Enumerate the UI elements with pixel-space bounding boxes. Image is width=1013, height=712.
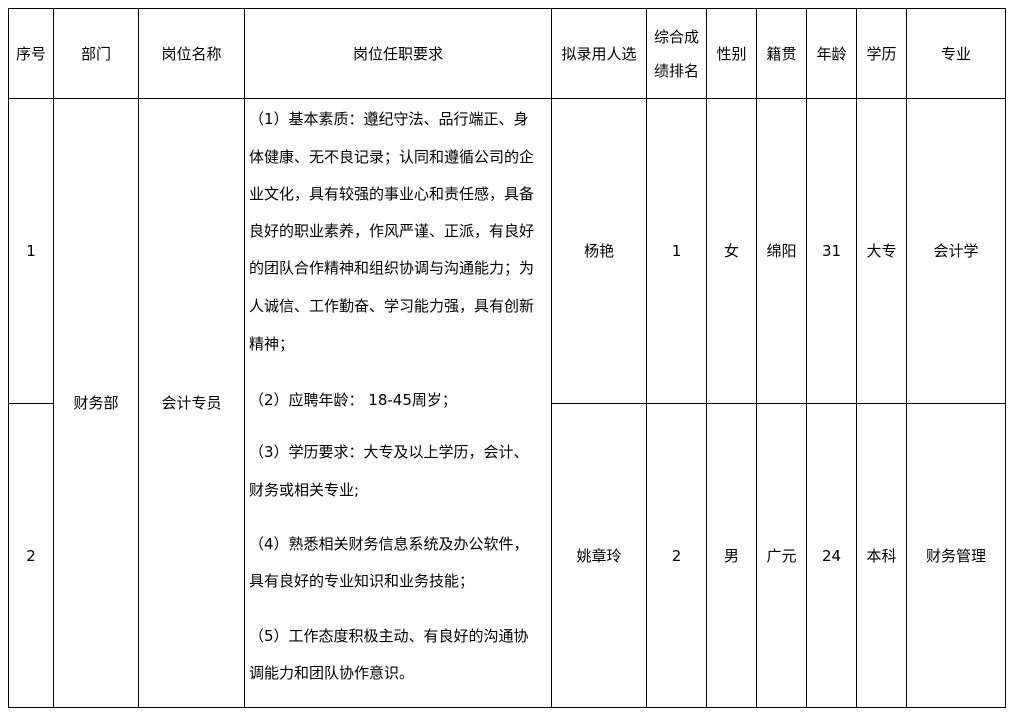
header-rank-line: 综合成 <box>653 27 699 46</box>
requirement-line: （3）学历要求：大专及以上学历，会计、 <box>249 443 529 461</box>
row1-education: 大专 <box>856 98 907 404</box>
header-gender: 性别 <box>706 8 757 99</box>
requirement-line: 具有良好的专业知识和业务技能； <box>249 572 475 590</box>
header-rank: 综合成 绩排名 <box>646 8 707 99</box>
row2-major: 财务管理 <box>906 403 1006 708</box>
row1-no: 1 <box>8 98 54 404</box>
department-cell: 财务部 <box>53 98 139 708</box>
requirement-line: （1）基本素质：遵纪守法、品行端正、身 <box>249 110 529 128</box>
row2-gender: 男 <box>706 403 757 708</box>
requirement-line: 人诚信、工作勤奋、学习能力强，具有创新 <box>249 297 535 315</box>
row2-rank: 2 <box>646 403 707 708</box>
requirement-line: 财务或相关专业; <box>249 481 360 499</box>
row1-rank: 1 <box>646 98 707 404</box>
position-cell: 会计专员 <box>138 98 245 708</box>
requirement-line: 业文化，具有较强的事业心和责任感，具备 <box>249 185 535 203</box>
header-age: 年龄 <box>806 8 857 99</box>
header-candidate: 拟录用人选 <box>551 8 647 99</box>
header-education: 学历 <box>856 8 907 99</box>
header-position: 岗位名称 <box>138 8 245 99</box>
row2-age: 24 <box>806 403 857 708</box>
requirement-line: 良好的职业素养，作风严谨、正派，有良好 <box>249 222 535 240</box>
requirement-line: （5）工作态度积极主动、有良好的沟通协 <box>249 627 529 645</box>
header-requirements: 岗位任职要求 <box>244 8 552 99</box>
row2-hometown: 广元 <box>756 403 807 708</box>
row1-hometown: 绵阳 <box>756 98 807 404</box>
requirement-line: 精神； <box>249 335 295 353</box>
requirement-line: （2）应聘年龄： 18-45周岁； <box>249 391 457 409</box>
header-major: 专业 <box>906 8 1006 99</box>
row2-education: 本科 <box>856 403 907 708</box>
requirements-cell: （1）基本素质：遵纪守法、品行端正、身 体健康、无不良记录；认同和遵循公司的企 … <box>244 98 552 708</box>
header-rank-line: 绩排名 <box>653 61 699 80</box>
requirement-line: 调能力和团队协作意识。 <box>249 664 415 682</box>
header-department: 部门 <box>53 8 139 99</box>
requirement-line: （4）熟悉相关财务信息系统及办公软件， <box>249 535 529 553</box>
row2-name: 姚章玲 <box>551 403 647 708</box>
requirement-line: 体健康、无不良记录；认同和遵循公司的企 <box>249 148 535 166</box>
row1-name: 杨艳 <box>551 98 647 404</box>
row1-major: 会计学 <box>906 98 1006 404</box>
header-no: 序号 <box>8 8 54 99</box>
row2-no: 2 <box>8 403 54 708</box>
row1-age: 31 <box>806 98 857 404</box>
row1-gender: 女 <box>706 98 757 404</box>
header-hometown: 籍贯 <box>756 8 807 99</box>
requirement-line: 的团队合作精神和组织协调与沟通能力；为 <box>249 259 535 277</box>
